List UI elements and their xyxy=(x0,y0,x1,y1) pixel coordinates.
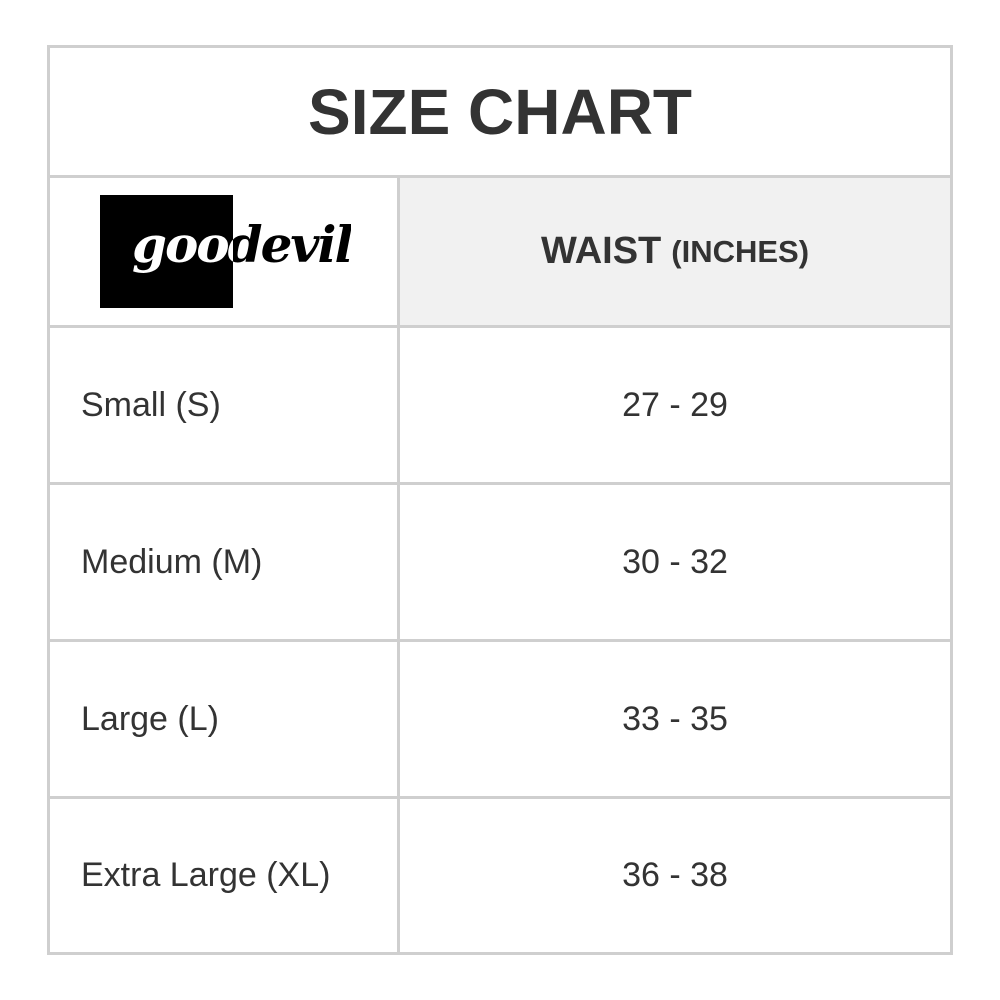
table-row: Extra Large (XL) 36 - 38 xyxy=(50,799,950,952)
waist-cell: 27 - 29 xyxy=(622,385,728,424)
size-cell: Small (S) xyxy=(50,328,400,482)
waist-header-unit: (INCHES) xyxy=(671,233,810,269)
waist-cell: 33 - 35 xyxy=(622,699,728,738)
logo-cell: goodevil xyxy=(50,178,400,325)
waist-cell: 36 - 38 xyxy=(622,856,728,894)
size-cell: Medium (M) xyxy=(50,485,400,639)
table-row: Medium (M) 30 - 32 xyxy=(50,485,950,642)
size-cell: Large (L) xyxy=(50,642,400,796)
table-row: Large (L) 33 - 35 xyxy=(50,642,950,799)
waist-header: WAIST (INCHES) xyxy=(400,178,950,325)
logo-black-box xyxy=(100,195,233,308)
header-row: goodevil WAIST (INCHES) xyxy=(50,178,950,328)
size-chart-table: SIZE CHART goodevil WAIST (INCHES) Small … xyxy=(47,45,953,955)
waist-cell: 30 - 32 xyxy=(622,542,728,581)
table-row: Small (S) 27 - 29 xyxy=(50,328,950,485)
waist-header-label: WAIST xyxy=(540,230,662,272)
size-cell: Extra Large (XL) xyxy=(50,799,400,952)
goodevil-logo: goodevil xyxy=(100,195,353,310)
logo-wordmark: goodevil xyxy=(132,215,353,274)
chart-title: SIZE CHART xyxy=(50,48,950,178)
